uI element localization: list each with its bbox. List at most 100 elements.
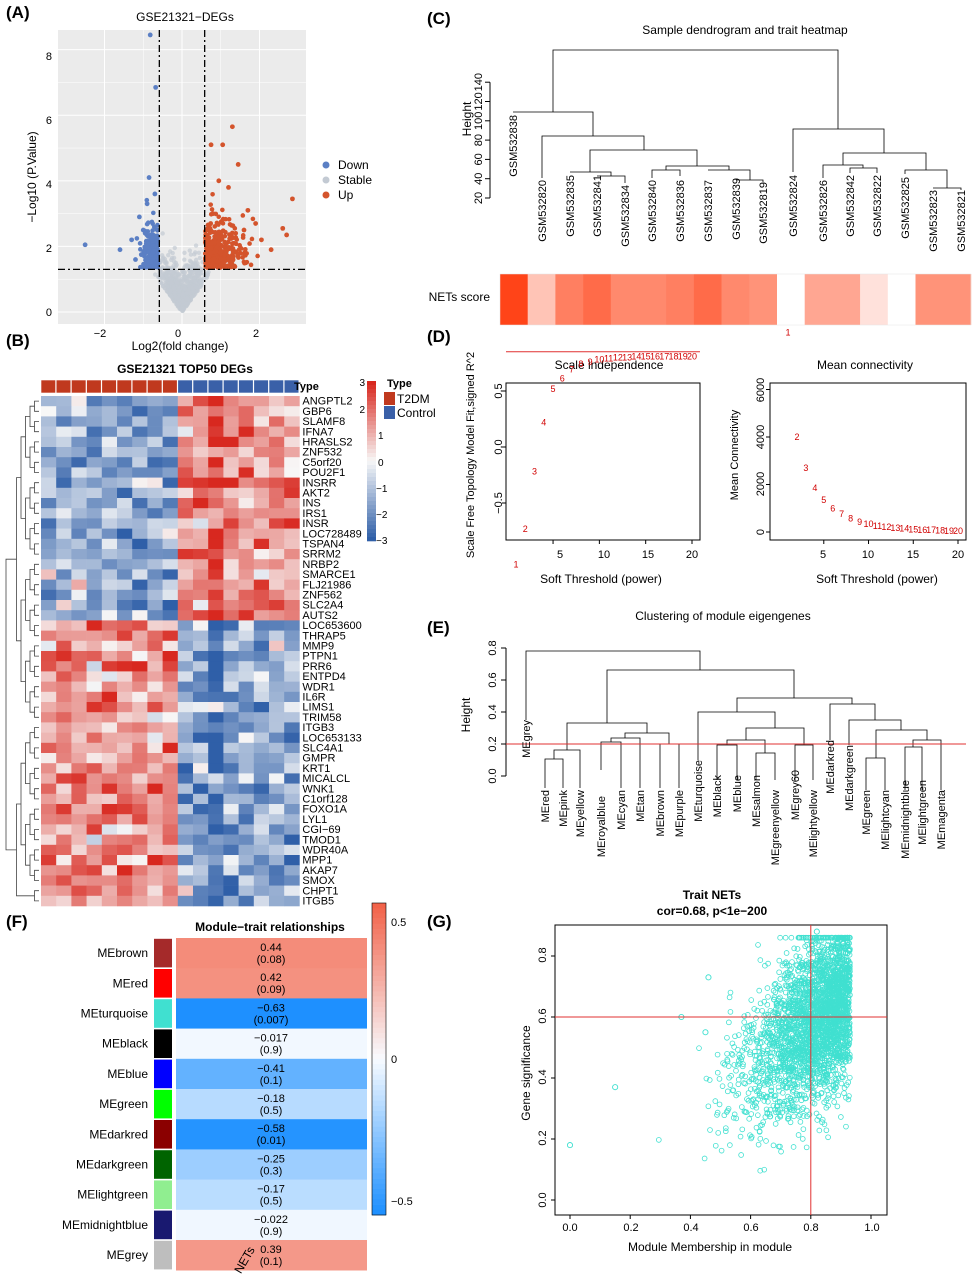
scale-segment xyxy=(367,409,376,413)
dendrogram-title: Sample dendrogram and trait heatmap xyxy=(642,23,848,37)
heatmap-cell xyxy=(178,457,194,468)
stable-point xyxy=(194,258,198,262)
heatmap-cell xyxy=(239,835,255,846)
heatmap-cell xyxy=(147,478,163,489)
heatmap-cell xyxy=(117,529,133,540)
heatmap-cell xyxy=(87,743,103,754)
heatmap-cell xyxy=(193,478,209,489)
up-point xyxy=(218,238,223,243)
heatmap-cell xyxy=(284,692,300,703)
heatmap-cell xyxy=(193,539,209,550)
up-point xyxy=(227,258,232,263)
scale-segment xyxy=(367,405,376,409)
scale-segment xyxy=(372,1090,386,1096)
down-point xyxy=(143,231,148,236)
heatmap-cell xyxy=(284,518,300,529)
up-point xyxy=(221,221,226,226)
nets-score-cell xyxy=(555,274,583,325)
power-label: 6 xyxy=(560,374,565,384)
down-point xyxy=(153,85,158,90)
heatmap-cell xyxy=(208,794,224,805)
heatmap-cell xyxy=(239,641,255,652)
heatmap-cell xyxy=(193,682,209,693)
heatmap-cell xyxy=(208,518,224,529)
heatmap-cell xyxy=(117,447,133,458)
heatmap-cell xyxy=(254,835,269,846)
dendrogram-branch xyxy=(35,401,40,411)
heatmap-cell xyxy=(223,478,239,489)
heatmap-cell xyxy=(117,590,133,601)
heatmap-cell xyxy=(132,804,148,815)
heatmap-cell xyxy=(284,457,300,468)
heatmap-cell xyxy=(41,702,57,713)
heatmap-cell xyxy=(102,427,118,438)
heatmap-cell xyxy=(56,743,71,754)
heatmap-cell xyxy=(163,620,179,631)
heatmap-cell xyxy=(147,855,163,866)
scale-segment xyxy=(372,1116,386,1122)
heatmap-cell xyxy=(71,875,87,886)
heatmap-cell xyxy=(132,875,148,886)
down-point xyxy=(152,192,157,197)
heatmap-cell xyxy=(147,427,163,438)
power-label: 10 xyxy=(594,355,604,365)
gene-point xyxy=(728,1009,733,1014)
scale-tick: −2 xyxy=(376,510,388,521)
heatmap-cell xyxy=(56,620,71,631)
dendrogram-branch xyxy=(625,733,669,744)
heatmap-cell xyxy=(193,590,209,601)
heatmap-cell xyxy=(193,671,209,682)
heatmap-cell xyxy=(269,824,285,835)
up-point xyxy=(227,232,232,237)
heatmap-cell xyxy=(223,855,239,866)
d-right-y-ticks: 0 2000 4000 6000 xyxy=(755,378,767,535)
heatmap-cell xyxy=(239,396,255,407)
heatmap-cell xyxy=(163,569,179,580)
gene-point xyxy=(757,988,762,993)
stable-point xyxy=(192,252,196,256)
up-point xyxy=(209,241,214,246)
heatmap-cell xyxy=(163,773,179,784)
correlation-value: 0.39 xyxy=(260,1244,281,1256)
nets-score-cell xyxy=(832,274,860,325)
heatmap-cell xyxy=(71,631,87,642)
heatmap-cell xyxy=(178,773,194,784)
heatmap-cell xyxy=(71,763,87,774)
scale-segment xyxy=(372,1127,386,1133)
dendrogram-branch xyxy=(746,728,804,745)
heatmap-cell xyxy=(132,896,148,907)
heatmap-cell xyxy=(41,478,57,489)
heatmap-cell xyxy=(284,620,300,631)
heatmap-cell xyxy=(269,559,285,570)
heatmap-cell xyxy=(193,661,209,672)
dendrogram-branch xyxy=(611,738,640,788)
scale-segment xyxy=(372,919,386,925)
module-color-swatch xyxy=(154,1241,172,1270)
sample-label: GSM532835 xyxy=(565,175,577,237)
module-color-swatch xyxy=(154,1211,172,1240)
heatmap-cell xyxy=(254,529,269,540)
heatmap-cell xyxy=(178,845,194,856)
power-label: 9 xyxy=(588,357,593,367)
gene-point xyxy=(791,1114,796,1119)
gene-point xyxy=(727,995,732,1000)
stable-point xyxy=(182,306,186,310)
heatmap-cell xyxy=(254,651,269,662)
heatmap-cell xyxy=(117,733,133,744)
gene-point xyxy=(814,1111,819,1116)
heatmap-cell xyxy=(163,886,179,897)
heatmap-cell xyxy=(193,488,209,499)
heatmap-cell xyxy=(223,641,239,652)
heatmap-cell xyxy=(178,753,194,764)
up-point xyxy=(210,207,215,212)
heatmap-cell xyxy=(41,620,57,631)
heatmap-cell xyxy=(284,845,300,856)
module-label: MEpurple xyxy=(674,790,686,837)
heatmap-cell xyxy=(56,733,71,744)
p-value: (0.01) xyxy=(257,1135,286,1147)
dendrogram-branch xyxy=(35,707,40,717)
module-label: MEpink xyxy=(558,790,570,827)
stable-point xyxy=(190,295,194,299)
gene-point xyxy=(780,1090,785,1095)
